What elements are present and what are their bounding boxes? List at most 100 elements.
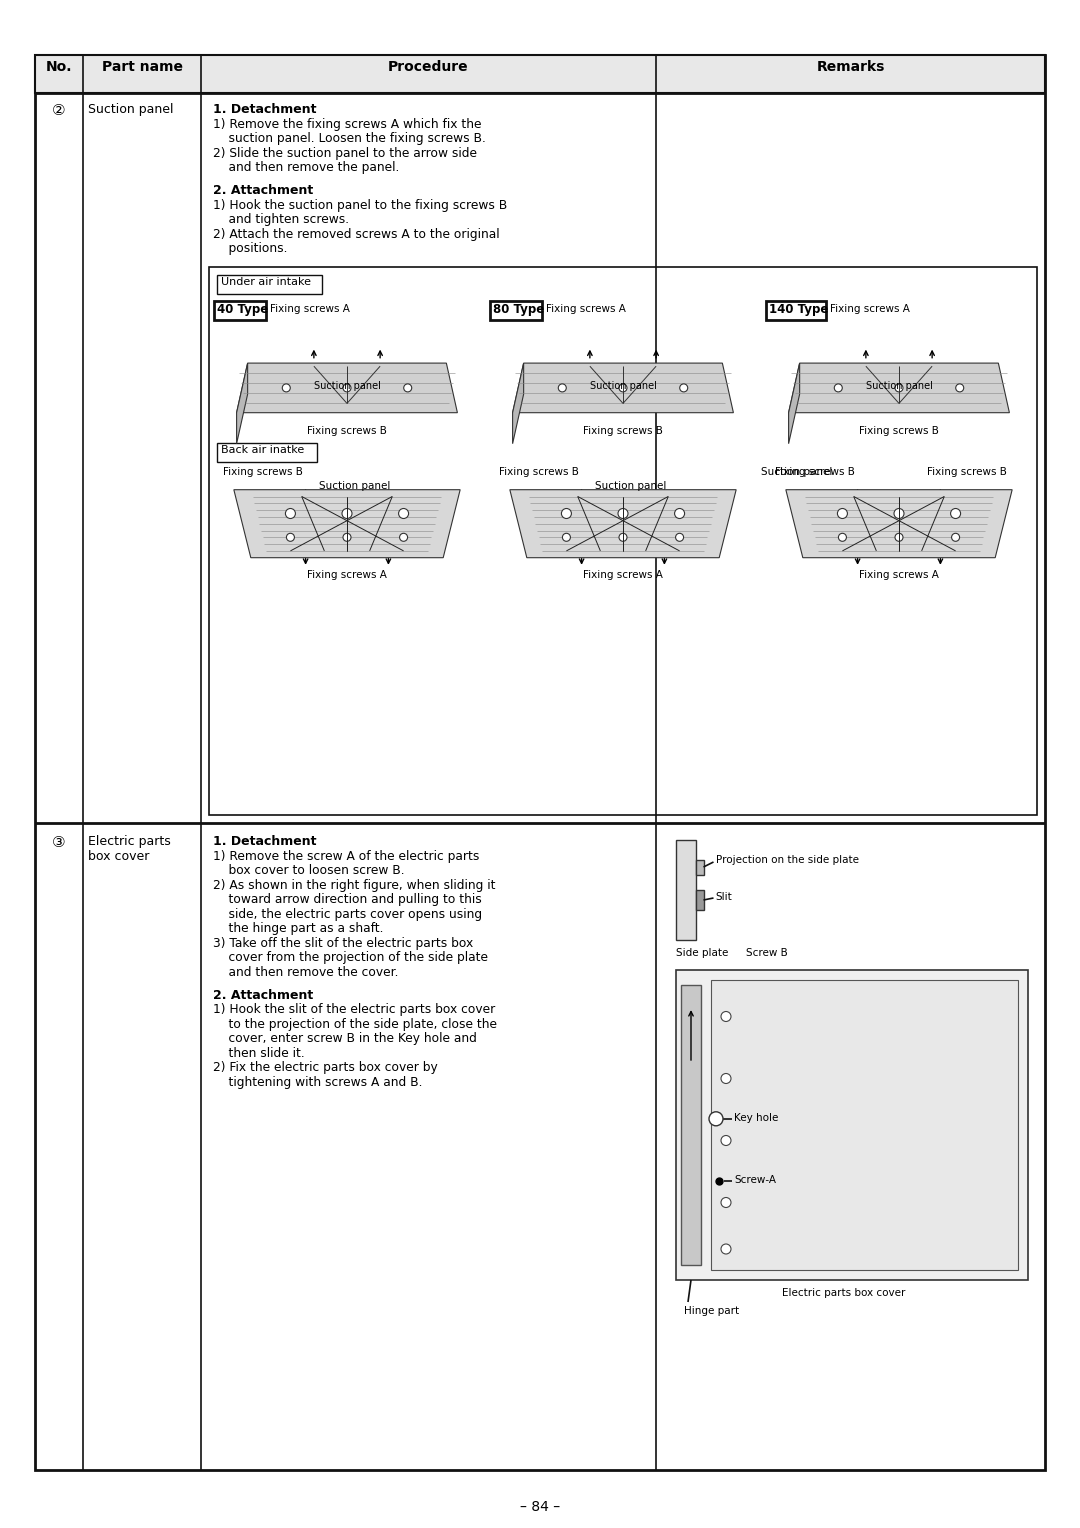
Text: 1. Detachment: 1. Detachment — [213, 834, 316, 848]
Polygon shape — [788, 364, 1010, 413]
Text: Fixing screws B: Fixing screws B — [774, 466, 854, 477]
Circle shape — [676, 533, 684, 541]
Circle shape — [342, 509, 352, 518]
Text: Back air inatke: Back air inatke — [221, 445, 305, 455]
Text: cover, enter screw B in the Key hole and: cover, enter screw B in the Key hole and — [213, 1033, 477, 1045]
Text: 80 Type: 80 Type — [492, 303, 544, 316]
Circle shape — [343, 384, 351, 391]
Text: 2. Attachment: 2. Attachment — [213, 989, 313, 1002]
Text: Fixing screws A: Fixing screws A — [307, 570, 387, 579]
Bar — [676, 970, 1028, 1280]
Text: suction panel. Loosen the fixing screws B.: suction panel. Loosen the fixing screws … — [213, 131, 486, 145]
Text: Fixing screws B: Fixing screws B — [583, 426, 663, 435]
Text: the hinge part as a shaft.: the hinge part as a shaft. — [213, 921, 383, 935]
Circle shape — [951, 533, 960, 541]
Bar — [214, 301, 266, 319]
Circle shape — [286, 533, 295, 541]
Circle shape — [679, 384, 688, 391]
Text: ③: ③ — [52, 834, 66, 850]
Polygon shape — [788, 364, 799, 443]
Bar — [676, 840, 696, 940]
Circle shape — [837, 509, 848, 518]
Bar — [711, 979, 1018, 1270]
Text: to the projection of the side plate, close the: to the projection of the side plate, clo… — [213, 1018, 497, 1031]
Bar — [766, 301, 826, 319]
Circle shape — [838, 533, 847, 541]
Text: – 84 –: – 84 – — [519, 1500, 561, 1514]
Text: Slit: Slit — [715, 892, 732, 902]
Circle shape — [834, 384, 842, 391]
Circle shape — [399, 509, 408, 518]
Text: Fixing screws A: Fixing screws A — [270, 304, 350, 313]
Text: Suction panel: Suction panel — [320, 481, 391, 490]
Text: Suction panel: Suction panel — [313, 380, 380, 391]
Circle shape — [562, 509, 571, 518]
Text: and tighten screws.: and tighten screws. — [213, 214, 349, 226]
Text: and then remove the panel.: and then remove the panel. — [213, 160, 400, 174]
Polygon shape — [786, 489, 1012, 558]
Text: 1) Remove the screw A of the electric parts: 1) Remove the screw A of the electric pa… — [213, 850, 480, 862]
Bar — [490, 301, 542, 319]
Bar — [210, 267, 1037, 814]
Circle shape — [721, 1244, 731, 1254]
Text: Fixing screws A: Fixing screws A — [831, 304, 909, 313]
Text: No.: No. — [45, 60, 72, 73]
Circle shape — [619, 384, 627, 391]
Polygon shape — [510, 489, 737, 558]
Circle shape — [558, 384, 566, 391]
Polygon shape — [237, 364, 247, 443]
Bar — [696, 860, 703, 876]
Text: Suction panel: Suction panel — [595, 481, 666, 490]
Text: tightening with screws A and B.: tightening with screws A and B. — [213, 1076, 422, 1088]
Circle shape — [721, 1198, 731, 1207]
Circle shape — [721, 1135, 731, 1146]
Text: Fixing screws B: Fixing screws B — [307, 426, 387, 435]
Text: ②: ② — [52, 102, 66, 118]
Text: Side plate: Side plate — [676, 947, 728, 958]
Polygon shape — [513, 364, 733, 413]
Bar — [696, 889, 703, 911]
Circle shape — [894, 509, 904, 518]
Text: Suction panel: Suction panel — [761, 466, 833, 477]
Text: 2) As shown in the right figure, when sliding it: 2) As shown in the right figure, when sl… — [213, 879, 496, 891]
Bar — [35, 55, 1045, 93]
Text: 2) Slide the suction panel to the arrow side: 2) Slide the suction panel to the arrow … — [213, 147, 477, 159]
Polygon shape — [237, 364, 458, 413]
Text: Under air intake: Under air intake — [221, 277, 311, 287]
Circle shape — [956, 384, 963, 391]
Circle shape — [404, 384, 411, 391]
Circle shape — [285, 509, 296, 518]
Text: Fixing screws B: Fixing screws B — [499, 466, 579, 477]
Text: Projection on the side plate: Projection on the side plate — [715, 856, 859, 865]
Text: side, the electric parts cover opens using: side, the electric parts cover opens usi… — [213, 908, 482, 920]
Text: Fixing screws A: Fixing screws A — [583, 570, 663, 579]
Text: Suction panel: Suction panel — [865, 380, 932, 391]
Circle shape — [619, 533, 627, 541]
Text: 1. Detachment: 1. Detachment — [213, 102, 316, 116]
Text: box cover to loosen screw B.: box cover to loosen screw B. — [213, 863, 405, 877]
Circle shape — [282, 384, 291, 391]
Circle shape — [708, 1112, 723, 1126]
Text: Suction panel: Suction panel — [590, 380, 657, 391]
Text: 140 Type: 140 Type — [769, 303, 828, 316]
Text: 2. Attachment: 2. Attachment — [213, 185, 313, 197]
Circle shape — [400, 533, 407, 541]
Text: Part name: Part name — [102, 60, 183, 73]
Text: 40 Type: 40 Type — [217, 303, 268, 316]
Bar — [217, 443, 318, 461]
Text: Electric parts
box cover: Electric parts box cover — [87, 834, 171, 863]
Bar — [681, 986, 701, 1265]
Polygon shape — [513, 364, 524, 443]
Text: 2) Fix the electric parts box cover by: 2) Fix the electric parts box cover by — [213, 1062, 437, 1074]
Text: 3) Take off the slit of the electric parts box: 3) Take off the slit of the electric par… — [213, 937, 473, 949]
Text: Screw-A: Screw-A — [734, 1175, 777, 1184]
Text: 1) Hook the slit of the electric parts box cover: 1) Hook the slit of the electric parts b… — [213, 1004, 496, 1016]
Text: Procedure: Procedure — [388, 60, 469, 73]
Circle shape — [343, 533, 351, 541]
Text: 1) Remove the fixing screws A which fix the: 1) Remove the fixing screws A which fix … — [213, 118, 482, 130]
Circle shape — [895, 533, 903, 541]
Circle shape — [721, 1012, 731, 1022]
Text: Electric parts box cover: Electric parts box cover — [782, 1288, 905, 1297]
Circle shape — [895, 384, 903, 391]
Text: and then remove the cover.: and then remove the cover. — [213, 966, 399, 978]
